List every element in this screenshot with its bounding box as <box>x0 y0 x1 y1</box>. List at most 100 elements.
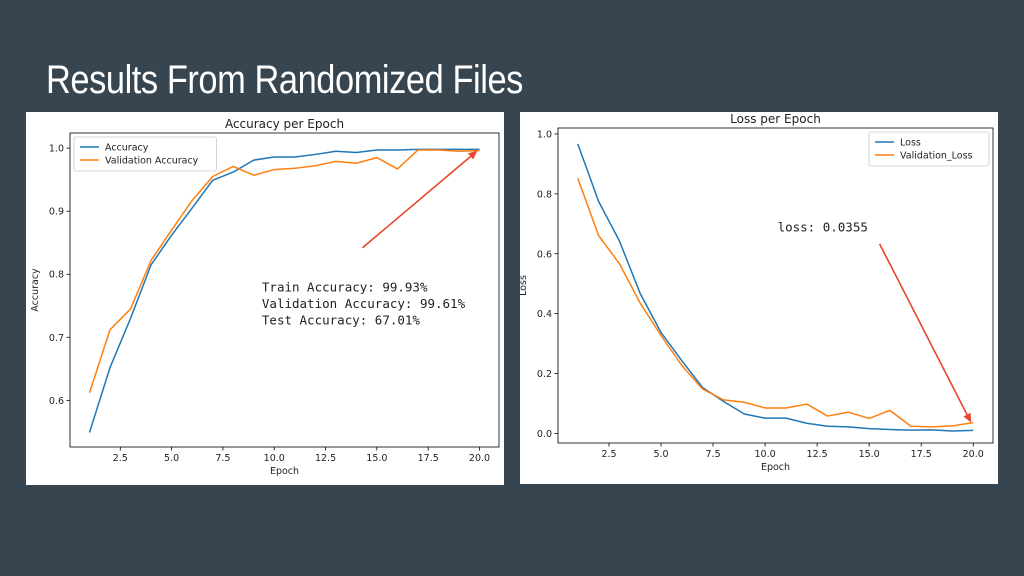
legend-label-loss: Loss <box>900 137 921 148</box>
data-point-validation-loss <box>889 409 891 411</box>
data-point-loss <box>826 425 828 427</box>
x-axis-label: Epoch <box>761 462 790 473</box>
data-point-loss <box>806 422 808 424</box>
legend-label-validation-loss: Validation_Loss <box>900 150 973 161</box>
x-tick-label: 17.5 <box>911 449 932 460</box>
data-point-accuracy <box>211 179 213 181</box>
series-line-validation-accuracy <box>88 149 480 394</box>
data-point-accuracy <box>273 156 275 158</box>
data-point-loss <box>785 417 787 419</box>
data-point-validation-loss <box>930 426 932 428</box>
data-point-validation-loss <box>722 399 724 401</box>
data-point-accuracy <box>191 207 193 209</box>
data-point-loss <box>639 292 641 294</box>
loss-chart-panel: Loss per Epoch 2.5 5.0 7.5 10.0 12.5 15.0 17.5 2… <box>520 112 998 484</box>
data-point-validation-loss <box>951 425 953 427</box>
x-tick-label: 5.0 <box>653 449 668 460</box>
data-point-loss <box>910 429 912 431</box>
x-tick-label: 7.5 <box>215 453 230 464</box>
x-tick-label: 20.0 <box>963 449 984 460</box>
data-point-loss <box>889 428 891 430</box>
data-point-accuracy <box>314 153 316 155</box>
data-point-loss <box>597 200 599 202</box>
x-tick-label: 2.5 <box>113 453 128 464</box>
data-point-validation-accuracy <box>396 168 398 170</box>
accuracy-chart-panel: Accuracy per Epoch 2.5 5.0 7.5 10.0 12.5 15.0 1… <box>26 112 504 485</box>
data-point-validation-loss <box>847 411 849 413</box>
data-point-validation-accuracy <box>211 175 213 177</box>
y-tick-label: 0.6 <box>537 249 552 260</box>
x-tick-label: 15.0 <box>859 449 880 460</box>
annotation-text: Train Accuracy: 99.93% <box>262 279 428 294</box>
data-point-validation-accuracy <box>458 150 460 152</box>
x-tick-label: 15.0 <box>366 453 387 464</box>
data-point-validation-loss <box>868 417 870 419</box>
x-tick-label: 12.5 <box>315 453 336 464</box>
data-point-validation-accuracy <box>150 259 152 261</box>
annotation-text: Validation Accuracy: 99.61% <box>262 296 466 311</box>
data-point-validation-accuracy <box>88 392 90 394</box>
arrow-shaft <box>361 155 472 249</box>
data-point-validation-accuracy <box>355 162 357 164</box>
data-point-accuracy <box>396 149 398 151</box>
data-point-accuracy <box>376 149 378 151</box>
data-point-validation-accuracy <box>109 329 111 331</box>
data-point-validation-loss <box>618 262 620 264</box>
arrow-head <box>963 412 972 423</box>
data-point-validation-loss <box>785 407 787 409</box>
data-point-accuracy <box>170 234 172 236</box>
y-tick-label: 0.2 <box>537 369 552 380</box>
accuracy-chart: Accuracy per Epoch 2.5 5.0 7.5 10.0 12.5 15.0 1… <box>30 117 500 477</box>
annotation-text: Test Accuracy: 67.01% <box>262 312 421 327</box>
x-tick-label: 2.5 <box>601 449 616 460</box>
data-point-validation-loss <box>764 407 766 409</box>
data-point-validation-accuracy <box>129 308 131 310</box>
data-point-validation-accuracy <box>314 165 316 167</box>
annotation-arrow <box>361 150 478 249</box>
arrow-head <box>467 150 478 160</box>
data-point-loss <box>618 240 620 242</box>
data-point-validation-loss <box>597 234 599 236</box>
x-tick-label: 10.0 <box>264 453 285 464</box>
data-point-loss <box>743 413 745 415</box>
x-tick-label: 10.0 <box>755 449 776 460</box>
data-point-accuracy <box>109 366 111 368</box>
legend: Accuracy Validation Accuracy <box>73 136 217 172</box>
data-point-loss <box>972 429 974 431</box>
data-point-validation-accuracy <box>191 199 193 201</box>
data-point-validation-loss <box>681 364 683 366</box>
data-point-loss <box>577 143 579 145</box>
data-point-validation-accuracy <box>294 167 296 169</box>
data-point-validation-accuracy <box>273 168 275 170</box>
data-point-validation-loss <box>639 302 641 304</box>
data-point-validation-accuracy <box>417 149 419 151</box>
data-point-accuracy <box>335 150 337 152</box>
y-tick-label: 0.7 <box>49 333 64 344</box>
chart-title: Loss per Epoch <box>730 112 821 126</box>
data-point-validation-accuracy <box>170 229 172 231</box>
data-point-validation-loss <box>972 421 974 423</box>
data-point-validation-accuracy <box>232 165 234 167</box>
plot-area <box>69 132 500 448</box>
y-tick-label: 0.8 <box>537 189 552 200</box>
y-tick-label: 0.8 <box>49 270 64 281</box>
plot-area <box>557 127 994 444</box>
x-tick-label: 5.0 <box>164 453 179 464</box>
data-point-validation-accuracy <box>253 174 255 176</box>
data-point-loss <box>681 359 683 361</box>
x-tick-label: 17.5 <box>418 453 439 464</box>
x-axis-label: Epoch <box>270 466 299 477</box>
data-point-validation-loss <box>701 388 703 390</box>
data-point-validation-loss <box>806 403 808 405</box>
y-tick-label: 0.4 <box>537 309 552 320</box>
y-axis-label: Accuracy <box>30 268 41 312</box>
data-point-accuracy <box>355 151 357 153</box>
y-tick-label: 1.0 <box>537 129 552 140</box>
y-tick-label: 1.0 <box>49 144 64 155</box>
data-point-validation-accuracy <box>437 149 439 151</box>
loss-chart: Loss per Epoch 2.5 5.0 7.5 10.0 12.5 15.0 17.5 2… <box>520 112 994 473</box>
annotation-arrow <box>878 243 972 423</box>
data-point-loss <box>764 417 766 419</box>
data-point-validation-accuracy <box>376 156 378 158</box>
data-point-accuracy <box>88 431 90 433</box>
